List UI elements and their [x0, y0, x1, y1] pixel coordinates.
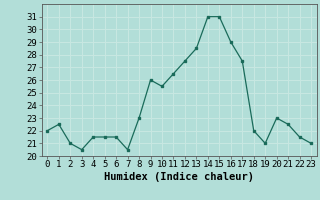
X-axis label: Humidex (Indice chaleur): Humidex (Indice chaleur) — [104, 172, 254, 182]
